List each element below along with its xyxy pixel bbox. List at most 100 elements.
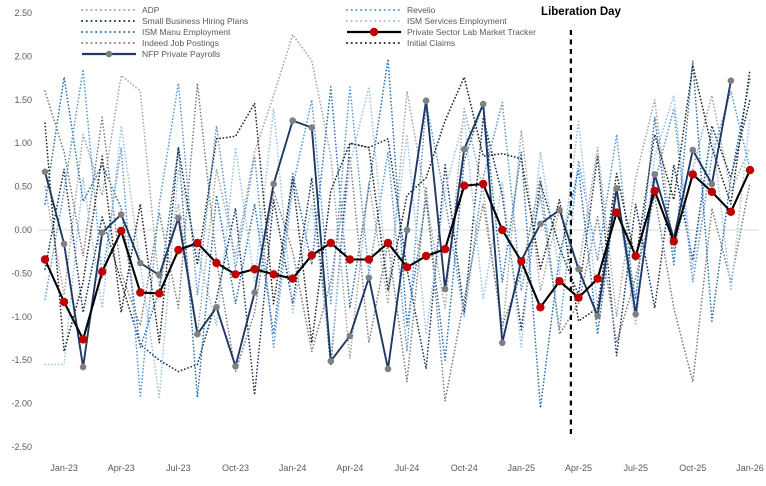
x-axis-tick-label: Apr-23 bbox=[108, 463, 135, 473]
series-line-initial-claims bbox=[44, 64, 751, 353]
series-marker-nfp-private-payrolls bbox=[137, 259, 144, 267]
series-line-ism-services-employment bbox=[44, 85, 751, 399]
series-marker-private-sector-lab-market-tracker bbox=[59, 297, 69, 307]
series-marker-private-sector-lab-market-tracker bbox=[745, 165, 755, 175]
series-marker-private-sector-lab-market-tracker bbox=[364, 255, 374, 264]
series-marker-private-sector-lab-market-tracker bbox=[669, 237, 678, 246]
series-marker-nfp-private-payrolls bbox=[499, 339, 506, 347]
series-marker-nfp-private-payrolls bbox=[175, 214, 182, 222]
x-axis-tick-label: Jul-23 bbox=[166, 463, 191, 473]
series-marker-nfp-private-payrolls bbox=[289, 117, 297, 124]
series-marker-nfp-private-payrolls bbox=[727, 77, 735, 84]
series-marker-nfp-private-payrolls bbox=[708, 180, 716, 188]
y-axis-tick-label: 0.50 bbox=[14, 182, 32, 192]
series-line-private-sector-lab-market-tracker bbox=[44, 169, 751, 341]
series-marker-private-sector-lab-market-tracker bbox=[326, 238, 335, 248]
series-marker-nfp-private-payrolls bbox=[460, 146, 468, 153]
series-marker-private-sector-lab-market-tracker bbox=[193, 238, 202, 248]
series-marker-nfp-private-payrolls bbox=[79, 363, 87, 371]
series-line-adp bbox=[44, 33, 751, 360]
series-marker-private-sector-lab-market-tracker bbox=[555, 277, 564, 286]
series-marker-nfp-private-payrolls bbox=[575, 265, 582, 273]
series-marker-nfp-private-payrolls bbox=[594, 312, 601, 320]
series-marker-nfp-private-payrolls bbox=[651, 171, 658, 178]
series-marker-nfp-private-payrolls bbox=[613, 185, 620, 192]
x-axis-tick-label: Apr-25 bbox=[565, 463, 592, 473]
y-axis-tick-label: 0.00 bbox=[14, 225, 32, 235]
y-axis-tick-label: 1.00 bbox=[14, 138, 32, 148]
series-marker-nfp-private-payrolls bbox=[251, 289, 258, 296]
series-marker-private-sector-lab-market-tracker bbox=[574, 293, 583, 302]
series-marker-private-sector-lab-market-tracker bbox=[345, 255, 355, 264]
series-marker-private-sector-lab-market-tracker bbox=[460, 181, 469, 190]
series-marker-nfp-private-payrolls bbox=[194, 330, 201, 338]
liberation-day-label: Liberation Day bbox=[541, 6, 621, 18]
x-axis-tick-label: Oct-23 bbox=[222, 463, 249, 473]
y-axis-tick-label: -2.50 bbox=[11, 442, 32, 452]
x-axis-tick-label: Jul-25 bbox=[623, 463, 648, 473]
series-marker-private-sector-lab-market-tracker bbox=[688, 170, 697, 179]
y-axis-tick-label: 2.00 bbox=[14, 51, 32, 61]
series-marker-private-sector-lab-market-tracker bbox=[307, 251, 316, 260]
series-marker-nfp-private-payrolls bbox=[689, 146, 697, 154]
series-marker-private-sector-lab-market-tracker bbox=[479, 179, 488, 189]
series-marker-nfp-private-payrolls bbox=[117, 211, 125, 218]
series-marker-nfp-private-payrolls bbox=[441, 285, 449, 293]
series-marker-private-sector-lab-market-tracker bbox=[136, 288, 145, 297]
x-axis-tick-label: Apr-24 bbox=[336, 463, 363, 473]
y-axis-tick-label: 1.50 bbox=[14, 95, 32, 105]
series-marker-private-sector-lab-market-tracker bbox=[383, 238, 393, 248]
x-axis-tick-label: Oct-24 bbox=[451, 463, 478, 473]
series-marker-private-sector-lab-market-tracker bbox=[269, 270, 278, 279]
series-marker-private-sector-lab-market-tracker bbox=[40, 255, 50, 264]
series-marker-nfp-private-payrolls bbox=[98, 229, 106, 236]
series-marker-nfp-private-payrolls bbox=[41, 168, 49, 176]
series-marker-private-sector-lab-market-tracker bbox=[536, 303, 545, 312]
series-marker-private-sector-lab-market-tracker bbox=[231, 270, 240, 279]
series-marker-private-sector-lab-market-tracker bbox=[117, 226, 126, 236]
x-axis-tick-label: Jul-24 bbox=[395, 463, 420, 473]
series-marker-private-sector-lab-market-tracker bbox=[421, 251, 431, 261]
series-marker-private-sector-lab-market-tracker bbox=[78, 335, 88, 344]
x-axis-tick-label: Oct-25 bbox=[679, 463, 706, 473]
series-line-revelio bbox=[44, 68, 751, 399]
series-marker-private-sector-lab-market-tracker bbox=[612, 208, 621, 217]
series-marker-private-sector-lab-market-tracker bbox=[174, 245, 183, 255]
series-marker-private-sector-lab-market-tracker bbox=[212, 258, 221, 268]
series-marker-nfp-private-payrolls bbox=[308, 124, 316, 131]
series-marker-private-sector-lab-market-tracker bbox=[155, 289, 164, 298]
series-marker-nfp-private-payrolls bbox=[365, 274, 373, 282]
series-marker-private-sector-lab-market-tracker bbox=[440, 244, 450, 254]
series-marker-nfp-private-payrolls bbox=[556, 206, 563, 214]
series-marker-nfp-private-payrolls bbox=[270, 180, 277, 188]
x-axis-tick-label: Jan-24 bbox=[279, 463, 307, 473]
series-marker-private-sector-lab-market-tracker bbox=[288, 274, 297, 283]
series-marker-private-sector-lab-market-tracker bbox=[631, 251, 640, 261]
series-marker-nfp-private-payrolls bbox=[403, 226, 411, 234]
y-axis-tick-label: -1.50 bbox=[11, 355, 32, 365]
x-axis-tick-label: Jan-23 bbox=[50, 463, 78, 473]
series-marker-nfp-private-payrolls bbox=[346, 332, 354, 340]
series-marker-nfp-private-payrolls bbox=[232, 363, 239, 370]
y-axis-tick-label: 2.50 bbox=[14, 8, 32, 18]
y-axis-tick-label: -1.00 bbox=[11, 312, 32, 322]
series-marker-nfp-private-payrolls bbox=[632, 310, 639, 318]
series-line-ism-manu-employment bbox=[44, 58, 751, 409]
series-marker-nfp-private-payrolls bbox=[60, 240, 68, 248]
x-axis-tick-label: Jan-26 bbox=[736, 463, 764, 473]
series-marker-private-sector-lab-market-tracker bbox=[498, 225, 507, 235]
series-marker-private-sector-lab-market-tracker bbox=[98, 267, 107, 276]
series-marker-private-sector-lab-market-tracker bbox=[402, 263, 412, 272]
y-axis-tick-label: -2.00 bbox=[11, 399, 32, 409]
series-marker-nfp-private-payrolls bbox=[384, 365, 392, 373]
series-marker-nfp-private-payrolls bbox=[327, 357, 335, 365]
series-marker-private-sector-lab-market-tracker bbox=[707, 187, 717, 196]
series-marker-private-sector-lab-market-tracker bbox=[650, 186, 659, 196]
series-marker-private-sector-lab-market-tracker bbox=[726, 207, 736, 216]
series-marker-private-sector-lab-market-tracker bbox=[517, 257, 526, 266]
x-axis-tick-label: Jan-25 bbox=[508, 463, 536, 473]
series-marker-private-sector-lab-market-tracker bbox=[250, 264, 259, 274]
series-marker-nfp-private-payrolls bbox=[537, 220, 544, 228]
